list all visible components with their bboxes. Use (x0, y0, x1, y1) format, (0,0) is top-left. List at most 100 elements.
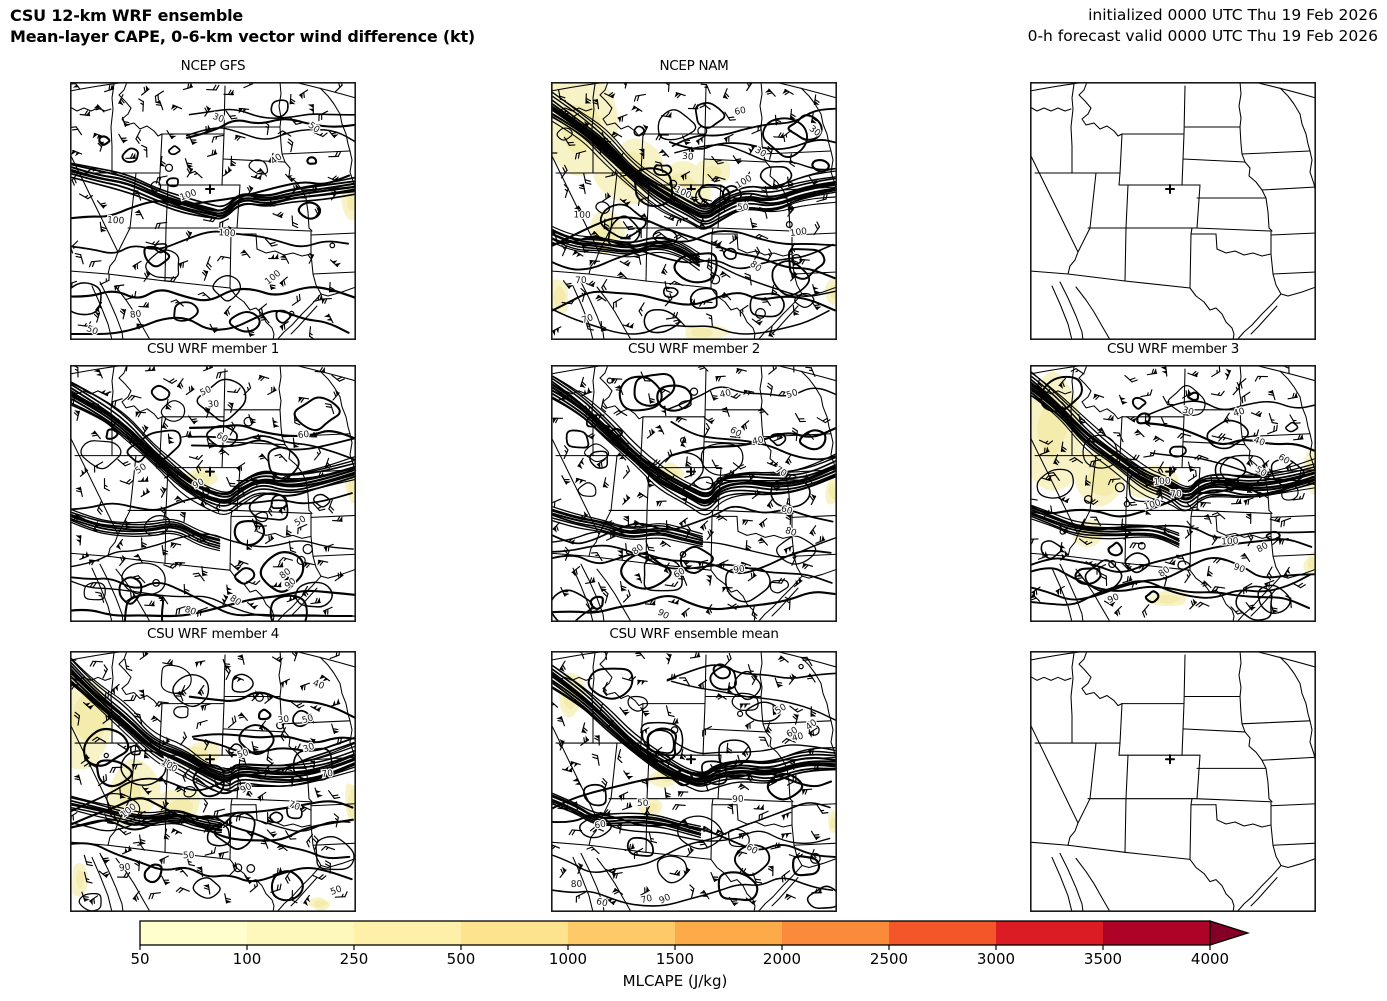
contour-label: 40 (791, 731, 805, 744)
wind-barb (646, 459, 661, 466)
wind-barb (237, 712, 248, 721)
wind-barb (810, 849, 817, 861)
wind-barb (1230, 606, 1244, 615)
wind-barb (1291, 582, 1306, 589)
wind-barb (802, 474, 813, 484)
wind-barb (211, 134, 224, 143)
wind-barb (227, 387, 241, 394)
wind-barb (268, 253, 279, 260)
wind-barb (787, 205, 795, 217)
wind-barb (687, 253, 699, 261)
wind-barb (182, 768, 190, 782)
wind-barb (552, 417, 564, 424)
wind-barb (1184, 569, 1191, 584)
wind-barb (117, 458, 131, 467)
wind-barb (286, 593, 297, 603)
wind-barb (1280, 517, 1292, 528)
wind-barb (1245, 602, 1257, 611)
wind-barbs (1030, 365, 1306, 618)
wind-barb (679, 748, 686, 760)
wind-barb (290, 701, 305, 709)
wind-barb (605, 897, 617, 905)
wind-barb (206, 438, 215, 449)
wind-barb (196, 719, 208, 730)
wind-barb (1202, 514, 1212, 525)
wind-barb (223, 89, 234, 96)
wind-barb (1039, 439, 1054, 445)
wind-barb (250, 477, 262, 486)
wind-barb (665, 705, 675, 718)
wind-barb (1278, 537, 1289, 546)
wind-barb (154, 221, 168, 230)
wind-barb (1223, 412, 1230, 424)
wind-barb (1232, 381, 1240, 396)
wind-barb (758, 207, 768, 219)
wind-barb (267, 502, 274, 517)
wind-barb (785, 472, 797, 479)
wind-barb (1247, 532, 1254, 547)
wind-barb (771, 577, 785, 584)
wind-barb (768, 326, 775, 338)
wind-barb (1245, 513, 1252, 524)
wind-barb (285, 869, 292, 884)
wind-barb (637, 679, 648, 686)
wind-barb (1247, 482, 1253, 494)
wind-barb (222, 818, 233, 829)
wind-barb (267, 385, 277, 396)
wind-barb (103, 478, 110, 492)
wind-barb (560, 586, 570, 597)
contour-label: 50 (85, 324, 100, 338)
wind-barb (604, 91, 616, 99)
wind-barb (1100, 573, 1108, 587)
wind-barb (801, 788, 813, 796)
wind-barb (118, 133, 129, 144)
wind-barb (668, 598, 680, 605)
wind-barb (124, 518, 132, 529)
wind-barb (291, 889, 298, 904)
panel-title-ncep-nam: NCEP NAM (659, 58, 729, 74)
wind-barb (1084, 475, 1091, 486)
wind-barb (605, 168, 617, 178)
wind-barb (1225, 481, 1237, 488)
wind-barb (99, 221, 107, 233)
colorbar-tick: 2500 (869, 950, 909, 968)
wind-barb (784, 596, 791, 611)
wind-barb (124, 658, 133, 671)
wind-barb (558, 739, 565, 751)
wind-barb (229, 421, 236, 436)
wind-barb (1160, 366, 1168, 377)
wind-barb (1031, 586, 1041, 597)
contour-field (70, 378, 356, 622)
wind-barb (122, 116, 131, 127)
wind-barb (701, 198, 713, 205)
wind-barb (612, 297, 623, 309)
wind-barb (165, 398, 172, 410)
contour-label: 100 (218, 228, 236, 239)
wind-barb (314, 366, 326, 373)
wind-barb (98, 774, 108, 787)
colorbar-tick: 250 (339, 950, 369, 968)
wind-barb (132, 260, 142, 271)
wind-barb (83, 701, 95, 710)
wind-barb (1250, 410, 1263, 418)
wind-barb (789, 108, 796, 120)
wind-barb (244, 829, 256, 838)
wind-barb (1200, 501, 1211, 508)
wind-barb (781, 811, 792, 821)
wind-barb (705, 480, 720, 486)
wind-barb (235, 812, 248, 822)
wind-barb (264, 238, 278, 247)
wind-barb (1124, 374, 1138, 383)
wind-barb (1285, 461, 1294, 472)
wind-barb (263, 121, 270, 136)
wind-barb (1224, 368, 1231, 380)
wind-barb (1096, 427, 1107, 437)
wind-barb (752, 872, 763, 884)
wind-barb (125, 290, 137, 301)
wind-barb (732, 462, 747, 470)
wind-barb (185, 230, 193, 242)
wind-barb (632, 520, 644, 527)
wind-barb (1125, 496, 1138, 506)
